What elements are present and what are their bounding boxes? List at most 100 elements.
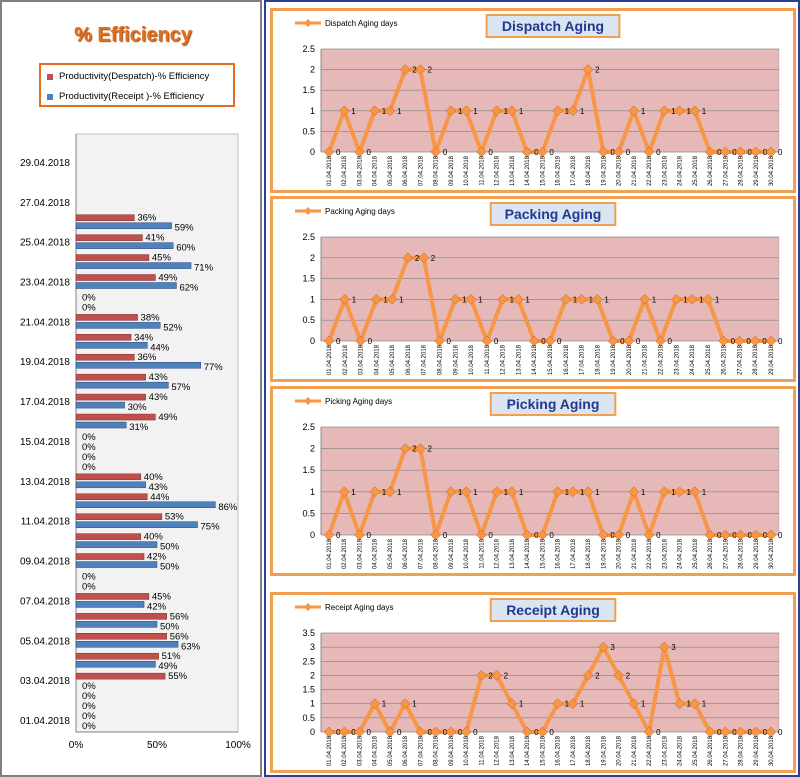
aging-data-point (371, 294, 382, 305)
despatch-data-label: 43% (149, 392, 169, 403)
aging-data-label: 0 (427, 728, 432, 737)
aging-data-point (765, 726, 777, 738)
aging-y-tick-label: 0.5 (302, 713, 315, 723)
aging-data-label: 2 (626, 671, 631, 680)
aging-data-point (434, 335, 445, 347)
aging-data-label: 1 (473, 488, 478, 497)
receipt-data-label: 50% (160, 562, 180, 573)
aging-data-label: 0 (656, 728, 661, 737)
aging-data-label: 0 (610, 148, 615, 157)
aging-x-tick-label: 11.04.2018 (479, 735, 485, 765)
aging-data-point (674, 698, 685, 710)
aging-data-label: 3 (610, 643, 615, 652)
efficiency-category-tick-label: 27.04.2018 (20, 198, 70, 209)
aging-data-label: 0 (473, 728, 478, 737)
receipt-data-label: 31% (129, 422, 149, 433)
despatch-data-label: 43% (149, 372, 169, 383)
aging-data-point (369, 105, 381, 117)
efficiency-legend: Productivity(Despatch)-% Efficiency Prod… (39, 63, 235, 107)
aging-data-point (689, 486, 701, 498)
aging-data-point (628, 486, 640, 498)
aging-data-point (582, 486, 594, 498)
aging-data-label: 2 (504, 671, 509, 680)
aging-data-label: 2 (427, 445, 432, 454)
aging-data-point (567, 105, 579, 117)
aging-data-label: 1 (351, 107, 356, 116)
aging-x-tick-label: 29.04.2018 (754, 155, 760, 186)
legend-marker-swatch (304, 19, 312, 27)
aging-data-point (552, 105, 563, 117)
aging-data-label: 0 (443, 148, 448, 157)
aging-data-label: 0 (488, 531, 493, 540)
legend-marker-swatch (304, 207, 312, 215)
aging-title-box (489, 598, 617, 622)
dispatch-aging-chart: Dispatch Aging Dispatch Aging days 0 0.5 1 1.… (270, 8, 796, 193)
aging-x-tick-label: 09.04.2018 (449, 735, 455, 766)
receipt-bar (75, 541, 158, 548)
aging-y-tick-label: 0.5 (302, 126, 315, 136)
aging-data-label: 0 (626, 148, 631, 157)
aging-data-label: 0 (717, 728, 722, 737)
despatch-bar (75, 493, 148, 501)
aging-y-tick-label: 2 (310, 65, 315, 75)
aging-x-tick-label: 28.04.2018 (753, 344, 759, 375)
receipt-bar (75, 322, 161, 329)
receipt-data-label: 42% (147, 601, 167, 612)
aging-data-point (465, 294, 477, 305)
aging-data-label: 1 (458, 107, 463, 116)
aging-x-tick-label: 26.04.2018 (708, 155, 714, 186)
aging-data-point (623, 335, 635, 347)
aging-data-point (765, 335, 777, 347)
despatch-bar (75, 214, 135, 221)
despatch-data-label: 0% (82, 292, 96, 303)
efficiency-x-tick-label: 50% (147, 740, 167, 751)
aging-data-point (560, 294, 572, 305)
aging-data-point (323, 529, 335, 541)
aging-data-point (460, 105, 472, 117)
aging-x-tick-label: 23.04.2018 (662, 538, 668, 569)
aging-data-point (750, 726, 762, 738)
receipt-data-label: 0% (82, 462, 96, 473)
receipt-bar (75, 222, 172, 229)
aging-data-label: 1 (641, 488, 646, 497)
despatch-data-label: 40% (144, 532, 164, 543)
aging-x-tick-label: 01.04.2018 (327, 735, 333, 766)
aging-x-tick-label: 15.04.2018 (540, 735, 546, 766)
aging-y-tick-label: 2 (310, 253, 315, 263)
aging-data-point (354, 146, 365, 158)
aging-x-tick-label: 22.04.2018 (659, 344, 665, 375)
aging-x-tick-label: 09.04.2018 (449, 538, 455, 569)
aging-data-label: 1 (458, 488, 463, 497)
despatch-data-label: 42% (147, 552, 167, 563)
despatch-bar (75, 274, 156, 281)
aging-x-tick-label: 06.04.2018 (403, 155, 409, 186)
aging-x-tick-label: 02.04.2018 (342, 155, 348, 186)
aging-data-point (415, 64, 426, 75)
aging-data-label: 0 (534, 531, 539, 540)
despatch-data-label: 56% (170, 611, 190, 622)
aging-x-tick-label: 22.04.2018 (647, 735, 653, 766)
receipt-data-label: 63% (181, 641, 201, 652)
receipt-bar (75, 501, 216, 509)
aging-data-point (384, 486, 396, 498)
despatch-data-label: 0% (82, 711, 96, 722)
receipt-data-label: 44% (150, 342, 170, 353)
despatch-bar (75, 553, 145, 560)
aging-data-point (402, 252, 414, 264)
aging-data-point (506, 698, 518, 710)
aging-y-tick-label: 0.5 (302, 508, 315, 518)
efficiency-category-tick-label: 17.04.2018 (20, 397, 70, 408)
receipt-bar (75, 601, 145, 608)
aging-data-label: 0 (541, 337, 546, 346)
aging-x-tick-label: 05.04.2018 (388, 538, 394, 569)
legend-marker-swatch (304, 603, 312, 611)
aging-data-label: 0 (336, 148, 341, 157)
aging-x-tick-label: 11.04.2018 (485, 344, 491, 374)
aging-legend-label: Receipt Aging days (325, 603, 394, 612)
picking-aging-chart: Picking Aging Picking Aging days 0 0.5 1 1.5 2… (270, 386, 796, 576)
aging-data-label: 1 (641, 107, 646, 116)
aging-x-tick-label: 03.04.2018 (359, 344, 365, 375)
aging-x-tick-label: 11.04.2018 (479, 155, 485, 185)
aging-data-point (338, 486, 350, 498)
aging-x-tick-label: 06.04.2018 (403, 735, 409, 766)
